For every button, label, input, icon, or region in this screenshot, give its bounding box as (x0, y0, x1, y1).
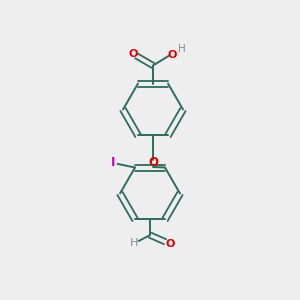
Text: I: I (111, 156, 116, 169)
Text: O: O (167, 50, 177, 60)
Text: O: O (166, 239, 175, 249)
Text: O: O (148, 156, 158, 169)
Text: H: H (178, 44, 186, 54)
Text: H: H (130, 238, 138, 248)
Text: O: O (128, 49, 138, 58)
